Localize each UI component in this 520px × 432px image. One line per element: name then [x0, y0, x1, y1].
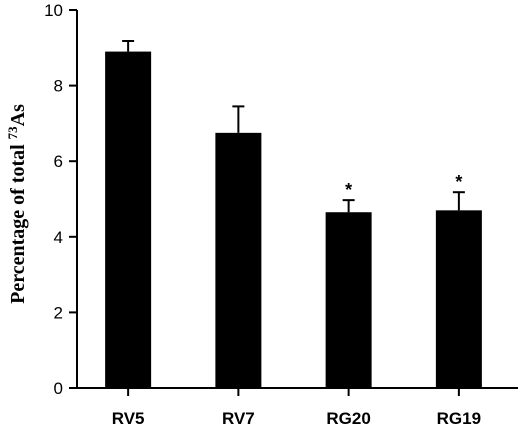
bars-group: [105, 51, 482, 389]
axes-group: [76, 10, 518, 389]
x-tick-label-rv5: RV5: [112, 409, 145, 428]
x-tick-labels-group: RV5 RV7 RG20 RG19: [112, 388, 481, 428]
y-tick-label: 2: [54, 303, 63, 322]
y-tick-label: 0: [54, 379, 63, 398]
y-tick-label: 6: [54, 152, 63, 171]
y-axis-label-element: As: [7, 104, 29, 126]
bar-rv5: [105, 51, 152, 389]
y-tick-label: 10: [44, 1, 63, 20]
y-ticks-group: 0 2 4 6 8 10: [44, 1, 77, 398]
bar-rg19: [435, 210, 482, 388]
significance-marker-rg20: *: [345, 180, 352, 200]
bar-rv7: [215, 132, 262, 388]
error-bars-group: [122, 39, 465, 213]
y-tick-label: 8: [54, 77, 63, 96]
y-axis-label-superscript: 73: [5, 126, 20, 140]
significance-marker-rg19: *: [455, 172, 462, 192]
x-tick-label-rg20: RG20: [326, 409, 370, 428]
bar-rg20: [325, 212, 372, 388]
y-tick-label: 4: [54, 228, 63, 247]
x-tick-label-rg19: RG19: [437, 409, 481, 428]
x-tick-label-rv7: RV7: [222, 409, 255, 428]
significance-markers-group: * *: [345, 172, 462, 200]
y-axis-label: Percentage of total 73As: [5, 104, 30, 304]
y-axis-label-main: Percentage of total: [7, 139, 29, 304]
